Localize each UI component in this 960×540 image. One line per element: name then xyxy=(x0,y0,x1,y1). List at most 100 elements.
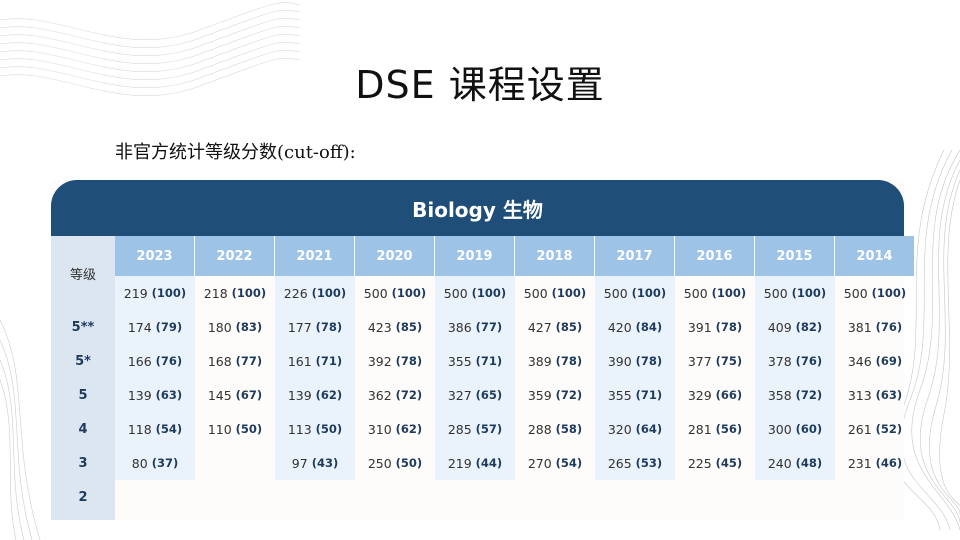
cutoff-percent: (48) xyxy=(795,456,823,470)
cutoff-percent: (78) xyxy=(395,354,423,368)
cutoff-score: 80 xyxy=(131,455,148,471)
cutoff-percent: (83) xyxy=(235,320,263,334)
cutoff-score: 265 xyxy=(607,455,632,471)
cutoff-percent: (66) xyxy=(715,388,743,402)
table-cell: 226 (100) xyxy=(275,276,355,310)
table-cell: 500 (100) xyxy=(515,276,595,310)
table-cell: 381 (76) xyxy=(835,310,915,344)
table-cell: 500 (100) xyxy=(435,276,515,310)
cutoff-percent: (82) xyxy=(795,320,823,334)
table-cell: 161 (71) xyxy=(275,344,355,378)
table-cell xyxy=(275,480,355,514)
table-cell: 240 (48) xyxy=(755,446,835,480)
table-cell: 250 (50) xyxy=(355,446,435,480)
cutoff-percent: (44) xyxy=(475,456,503,470)
table-cell xyxy=(675,480,755,514)
table-cell: 500 (100) xyxy=(675,276,755,310)
cutoff-score: 358 xyxy=(767,387,792,403)
table-cell: 139 (62) xyxy=(275,378,355,412)
table-cell: 265 (53) xyxy=(595,446,675,480)
cutoff-score: 250 xyxy=(367,455,392,471)
year-header: 2015 xyxy=(755,236,834,276)
cutoff-percent: (78) xyxy=(635,354,663,368)
table-cell: 355 (71) xyxy=(595,378,675,412)
year-header: 2016 xyxy=(675,236,754,276)
table-cell: 145 (67) xyxy=(195,378,275,412)
cutoff-score: 110 xyxy=(207,421,232,437)
cutoff-percent: (75) xyxy=(715,354,743,368)
column-stripe xyxy=(595,276,675,480)
cutoff-percent: (57) xyxy=(475,422,503,436)
cutoff-percent: (65) xyxy=(475,388,503,402)
cutoff-score: 300 xyxy=(767,421,792,437)
table-cell xyxy=(435,480,515,514)
cutoff-percent: (69) xyxy=(875,354,903,368)
table-cell xyxy=(515,480,595,514)
cutoff-score: 377 xyxy=(687,353,712,369)
cutoff-percent: (72) xyxy=(395,388,423,402)
year-header: 2021 xyxy=(275,236,354,276)
table-cell: 139 (63) xyxy=(115,378,195,412)
cutoff-score: 177 xyxy=(287,319,312,335)
cutoff-percent: (100) xyxy=(551,286,587,300)
table-title: Biology 生物 xyxy=(51,180,904,236)
cutoff-percent: (79) xyxy=(155,320,183,334)
cutoff-score: 390 xyxy=(607,353,632,369)
year-header: 2023 xyxy=(115,236,194,276)
table-cell xyxy=(355,480,435,514)
cutoff-score: 139 xyxy=(127,387,152,403)
cutoff-score: 409 xyxy=(767,319,792,335)
table-cell xyxy=(195,480,275,514)
cutoff-percent: (84) xyxy=(635,320,663,334)
cutoff-score: 391 xyxy=(687,319,712,335)
table-cell: 174 (79) xyxy=(115,310,195,344)
cutoff-percent: (78) xyxy=(555,354,583,368)
cutoff-percent: (54) xyxy=(555,456,583,470)
cutoff-score: 161 xyxy=(287,353,312,369)
table-cell: 500 (100) xyxy=(835,276,915,310)
table-cell: 500 (100) xyxy=(595,276,675,310)
table-cell: 420 (84) xyxy=(595,310,675,344)
cutoff-score: 362 xyxy=(367,387,392,403)
year-header: 2017 xyxy=(595,236,674,276)
cutoff-score: 423 xyxy=(367,319,392,335)
cutoff-score: 355 xyxy=(607,387,632,403)
grade-label: 2 xyxy=(78,489,88,505)
cutoff-percent: (71) xyxy=(475,354,503,368)
cutoff-score: 225 xyxy=(687,455,712,471)
cutoff-percent: (54) xyxy=(155,422,183,436)
table-cell: 390 (78) xyxy=(595,344,675,378)
cutoff-percent: (100) xyxy=(711,286,747,300)
cutoff-percent: (62) xyxy=(315,388,343,402)
cutoff-score: 226 xyxy=(283,285,308,301)
cutoff-percent: (76) xyxy=(875,320,903,334)
table-cell: 118 (54) xyxy=(115,412,195,446)
table-cell: 327 (65) xyxy=(435,378,515,412)
cutoff-percent: (43) xyxy=(311,456,339,470)
cutoff-score: 500 xyxy=(443,285,468,301)
table-cell xyxy=(755,480,835,514)
cutoff-score: 500 xyxy=(763,285,788,301)
cutoff-score: 310 xyxy=(367,421,392,437)
column-stripe xyxy=(435,276,515,480)
table-cell: 359 (72) xyxy=(515,378,595,412)
table-cell: 355 (71) xyxy=(435,344,515,378)
table-cell: 231 (46) xyxy=(835,446,915,480)
cutoff-score: 118 xyxy=(127,421,152,437)
biology-cutoff-table: Biology 生物 等级 5** 5* 5 4 3 2 2023 219 (100) 174(… xyxy=(51,180,914,520)
table-cell: 423 (85) xyxy=(355,310,435,344)
table-cell: 281 (56) xyxy=(675,412,755,446)
table-cell: 329 (66) xyxy=(675,378,755,412)
table-cell: 313 (63) xyxy=(835,378,915,412)
cutoff-score: 113 xyxy=(287,421,312,437)
table-cell: 378 (76) xyxy=(755,344,835,378)
year-header: 2018 xyxy=(515,236,594,276)
cutoff-percent: (78) xyxy=(315,320,343,334)
table-cell: 113 (50) xyxy=(275,412,355,446)
cutoff-percent: (100) xyxy=(151,286,187,300)
cutoff-percent: (56) xyxy=(715,422,743,436)
table-cell: 261 (52) xyxy=(835,412,915,446)
cutoff-score: 500 xyxy=(363,285,388,301)
cutoff-score: 218 xyxy=(203,285,228,301)
cutoff-percent: (50) xyxy=(395,456,423,470)
